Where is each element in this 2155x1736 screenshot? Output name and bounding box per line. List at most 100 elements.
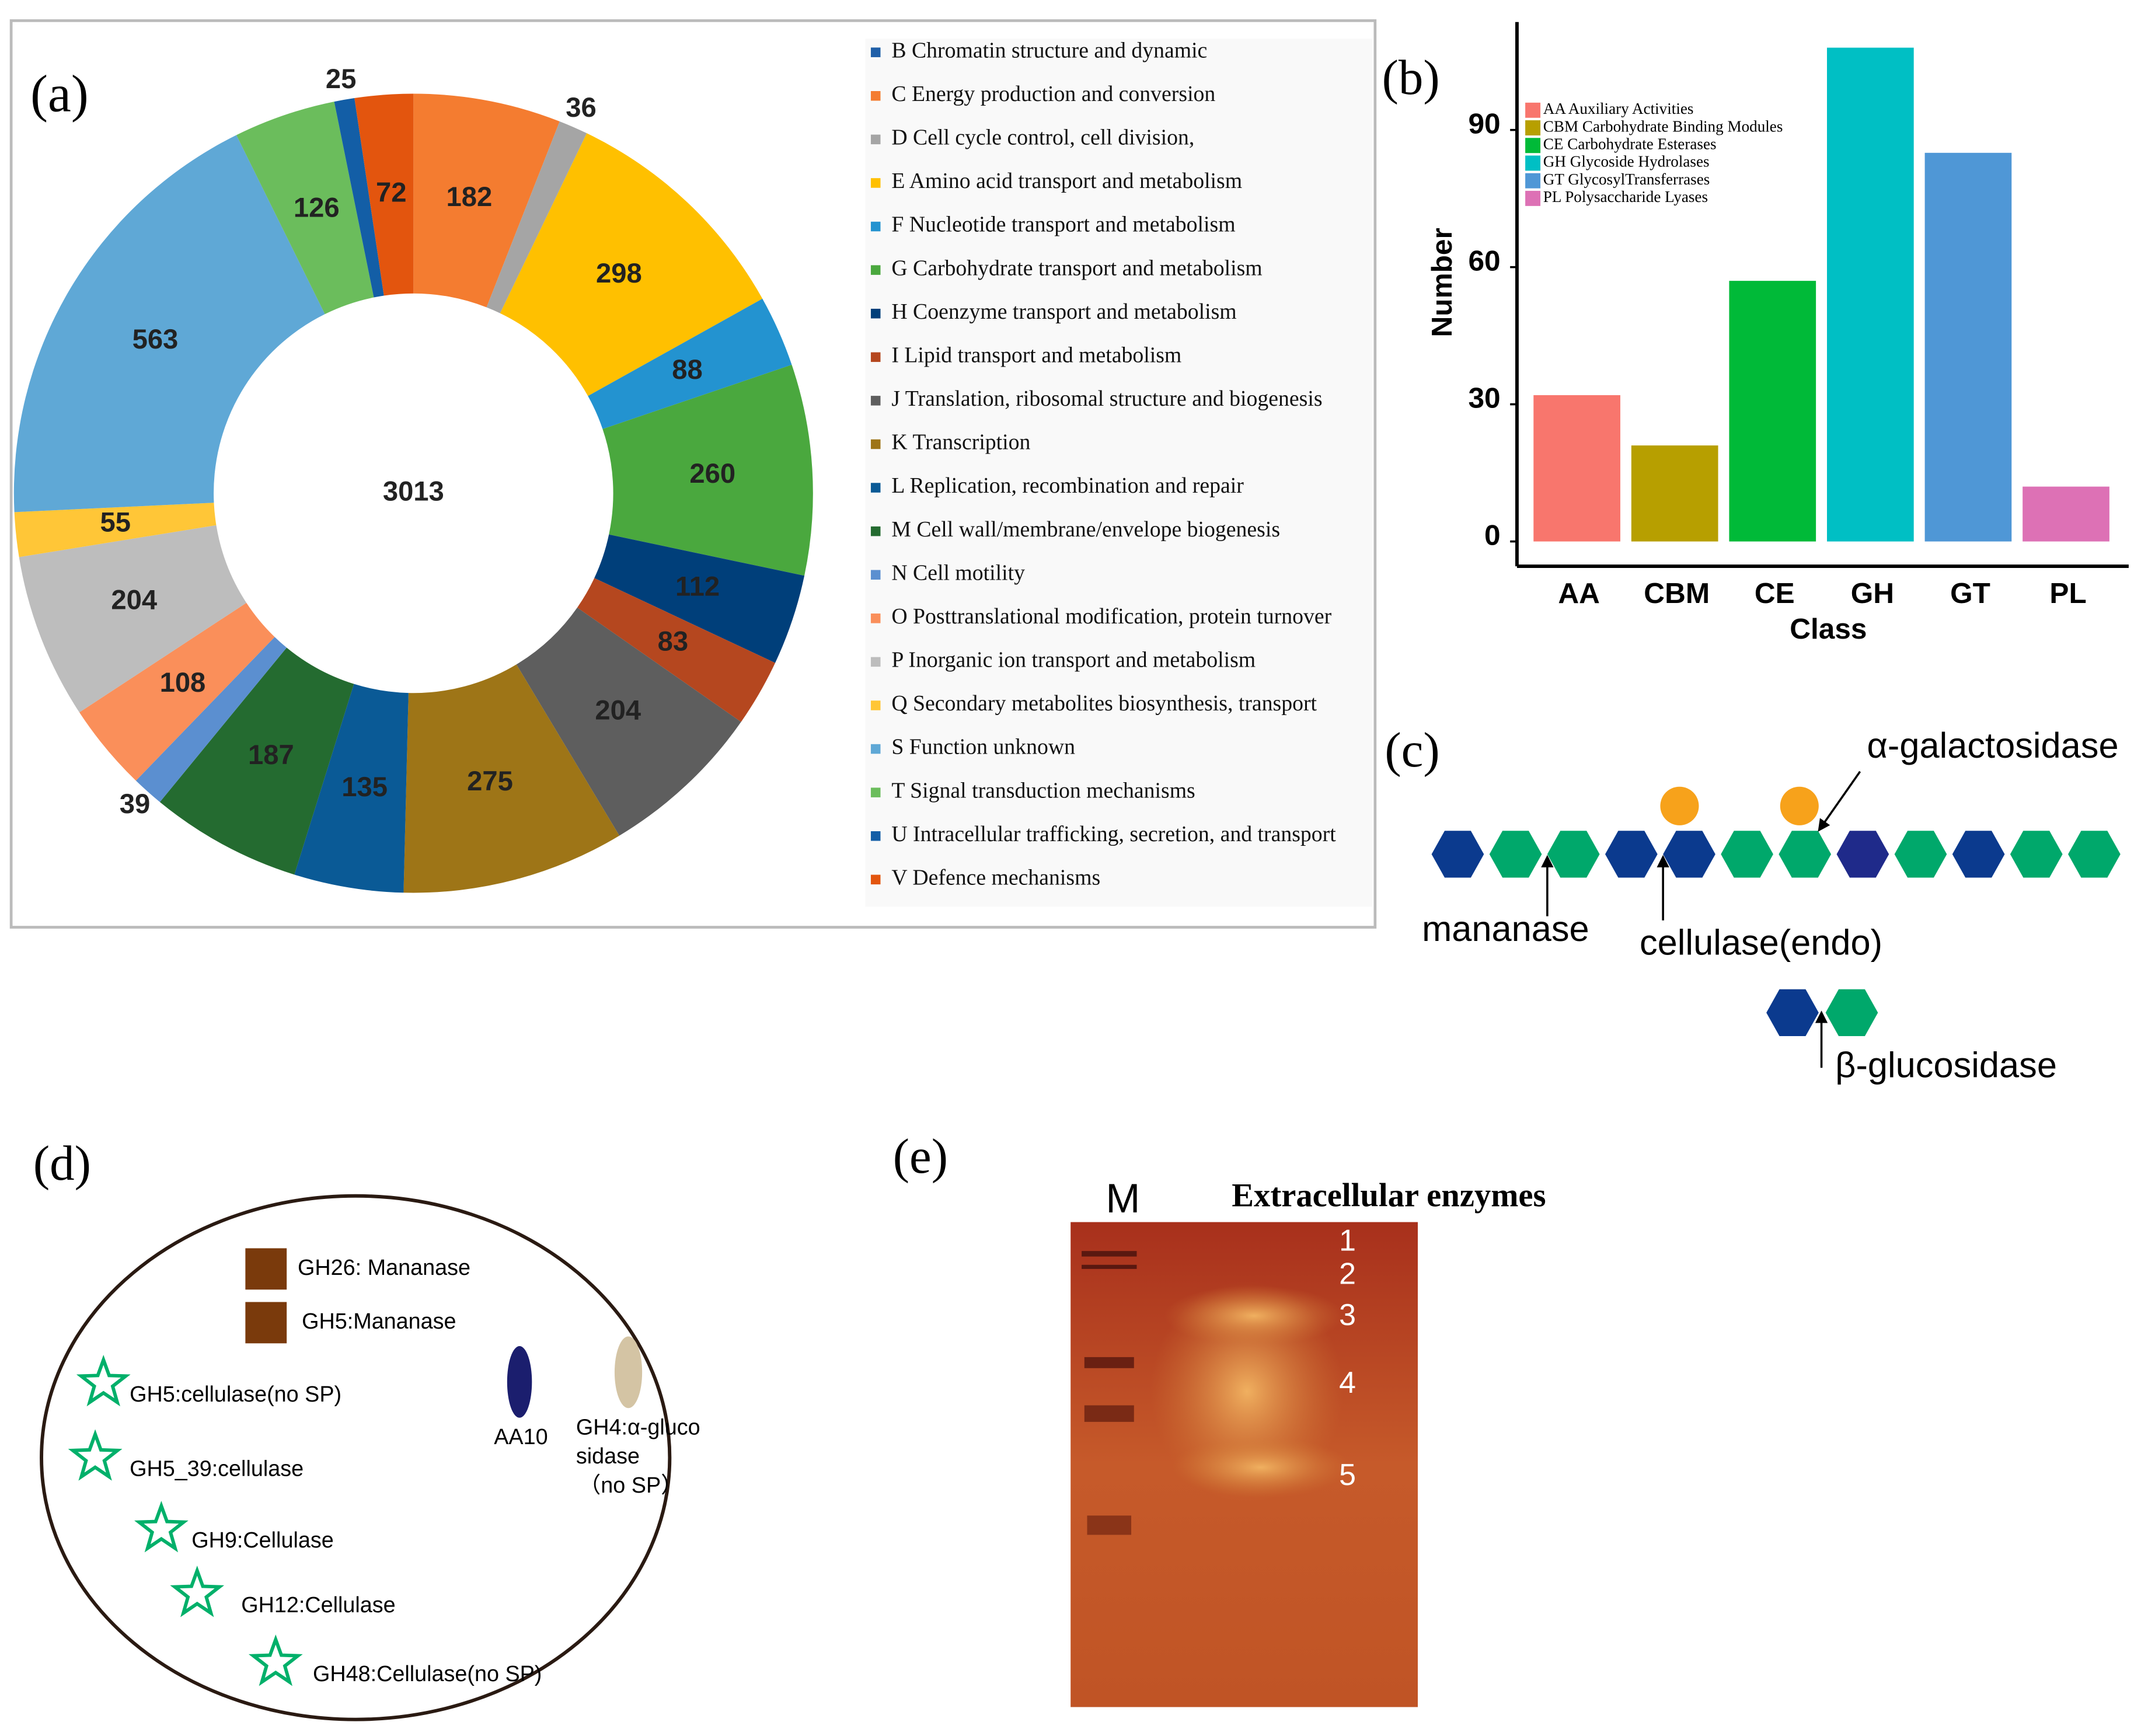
galactose <box>1780 786 1819 825</box>
legend-swatch <box>1525 190 1541 206</box>
donut-slice <box>500 133 763 396</box>
legend-swatch <box>1525 120 1541 136</box>
panel-label: (d) <box>33 1136 91 1191</box>
legend-swatch <box>1525 102 1541 118</box>
legend-label: CE Carbohydrate Esterases <box>1543 135 1717 152</box>
lane-label: 3 <box>1339 1298 1356 1332</box>
x-axis-label: Class <box>1790 612 1867 645</box>
legend-swatch <box>870 308 881 319</box>
legend-label: GH Glycoside Hydrolases <box>1543 153 1710 170</box>
marker-band <box>1082 1264 1137 1269</box>
legend-label: U Intracellular trafficking, secretion, … <box>891 822 1336 846</box>
panel-label: (c) <box>1385 723 1439 778</box>
legend-label: O Posttranslational modification, protei… <box>891 604 1331 629</box>
enzyme-label: GH26: Mananase <box>298 1256 470 1280</box>
legend-label: F Nucleotide transport and metabolism <box>891 212 1235 237</box>
sugar-unit <box>1779 831 1832 878</box>
legend-label: GT GlycosylTransferrases <box>1543 170 1710 188</box>
slice-label: 112 <box>675 571 720 602</box>
lane-label: 4 <box>1339 1366 1356 1400</box>
legend-label: V Defence mechanisms <box>891 865 1100 890</box>
legend-label: I Lipid transport and metabolism <box>891 343 1181 367</box>
y-tick-label: 90 <box>1468 107 1500 140</box>
y-tick-label: 30 <box>1468 382 1500 414</box>
x-tick-label: CE <box>1755 577 1795 609</box>
legend-swatch <box>870 439 881 449</box>
cellulase-icon <box>76 1354 131 1407</box>
enzyme-label: （no SP） <box>579 1473 683 1498</box>
enzyme-label: GH48:Cellulase(no SP) <box>313 1662 542 1686</box>
panel-label: (b) <box>1382 50 1440 105</box>
legend-label: T Signal transduction mechanisms <box>891 778 1195 803</box>
legend-swatch <box>870 874 881 885</box>
legend-label: Q Secondary metabolites biosynthesis, tr… <box>891 691 1317 716</box>
donut-slice <box>594 534 805 663</box>
legend-label: D Cell cycle control, cell division, <box>891 126 1194 150</box>
mannanase-icon <box>245 1302 287 1344</box>
y-axis-label: Number <box>1425 228 1458 337</box>
sugar-unit <box>1952 831 2005 878</box>
enzyme-label: α-galactosidase <box>1867 726 2118 766</box>
lane-label: 5 <box>1339 1458 1356 1492</box>
enzyme-label: GH5_39:cellulase <box>130 1456 304 1481</box>
slice-label: 83 <box>658 626 689 657</box>
marker-band <box>1082 1251 1137 1257</box>
sugar-unit <box>2010 831 2063 878</box>
legend-swatch <box>870 744 881 754</box>
legend-label: P Inorganic ion transport and metabolism <box>891 648 1256 672</box>
sugar-unit <box>1547 831 1600 878</box>
legend-swatch <box>870 613 881 623</box>
aa10-icon <box>507 1346 532 1418</box>
slice-label: 39 <box>120 789 151 820</box>
enzyme-label: mananase <box>1422 909 1589 949</box>
enzyme-label: β-glucosidase <box>1835 1045 2057 1085</box>
sugar-unit <box>2068 831 2121 878</box>
donut-slice <box>159 647 354 875</box>
pathway-diagram <box>1431 786 2121 1036</box>
legend-swatch <box>870 221 881 232</box>
slice-label: 275 <box>467 766 513 797</box>
bar <box>1631 445 1718 542</box>
donut-slice <box>577 578 776 722</box>
slice-label: 260 <box>689 458 735 489</box>
legend-swatch <box>870 91 881 101</box>
cellulase-icon <box>170 1566 225 1618</box>
x-tick-label: CBM <box>1644 577 1710 609</box>
sugar-unit <box>1836 831 1889 878</box>
marker-label: M <box>1106 1176 1140 1222</box>
marker-lane <box>1082 1251 1137 1535</box>
legend-swatch <box>870 396 881 406</box>
sugar-unit <box>1489 831 1542 878</box>
slice-label: 55 <box>100 507 131 538</box>
lane-label: 2 <box>1339 1257 1356 1291</box>
gh4-icon <box>614 1336 643 1409</box>
legend-label: CBM Carbohydrate Binding Modules <box>1543 117 1783 135</box>
legend-label: G Carbohydrate transport and metabolism <box>891 256 1262 280</box>
bar <box>1827 47 1914 542</box>
slice-label: 72 <box>376 177 407 208</box>
panel-label: (a) <box>30 65 89 123</box>
gel-title: Extracellular enzymes <box>1232 1177 1546 1214</box>
slice-label: 88 <box>672 354 703 385</box>
legend-label: L Replication, recombination and repair <box>891 473 1244 498</box>
lane-labels: 12 3 4 5 <box>1339 1224 1356 1492</box>
slice-label: 25 <box>326 64 356 95</box>
slice-label: 108 <box>160 667 206 698</box>
legend-swatch <box>1525 138 1541 154</box>
legend-swatch <box>870 134 881 145</box>
enzyme-label: AA10 <box>494 1425 548 1449</box>
legend-swatch <box>870 265 881 275</box>
donut-slice <box>354 93 414 296</box>
marker-band <box>1087 1515 1132 1535</box>
enzyme-label: sidase <box>576 1444 640 1469</box>
donut-slice <box>413 93 560 308</box>
legend-swatch <box>1525 173 1541 189</box>
donut-slice <box>403 664 620 893</box>
x-tick-label: PL <box>2049 577 2086 609</box>
legend-swatch <box>870 831 881 841</box>
x-tick-label: AA <box>1558 577 1600 609</box>
y-tick-label: 0 <box>1484 519 1501 552</box>
legend-label: K Transcription <box>891 430 1030 455</box>
